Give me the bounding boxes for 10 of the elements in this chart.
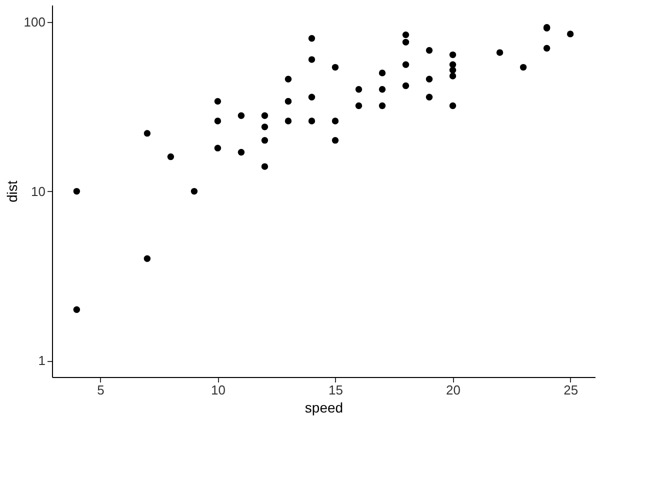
x-tick-label: 10	[210, 382, 226, 398]
y-tick-label: 10	[31, 184, 46, 199]
y-tick-label: 1	[38, 353, 46, 368]
x-tick-label: 5	[97, 382, 104, 398]
x-axis-title: speed	[304, 400, 344, 416]
y-tick-label: 100	[24, 14, 46, 30]
x-tick-label: 15	[328, 382, 343, 398]
x-tick-label: 25	[564, 382, 578, 398]
y-axis-title: dist	[4, 180, 20, 202]
x-tick-label: 20	[446, 382, 461, 398]
